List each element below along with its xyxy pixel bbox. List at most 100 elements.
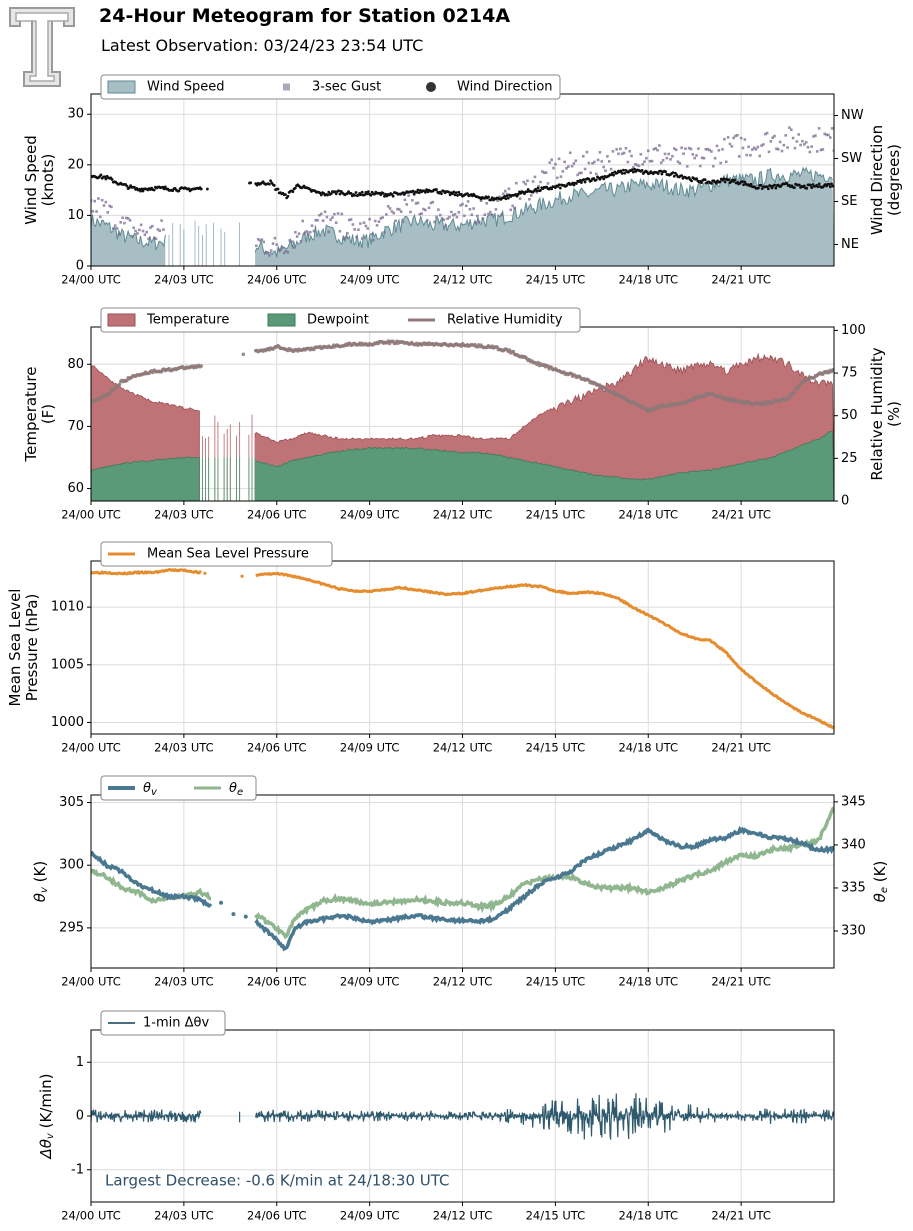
- gust-marker: [711, 164, 715, 168]
- gust-marker: [652, 147, 656, 151]
- gust-marker: [596, 158, 600, 162]
- gust-marker: [359, 222, 362, 225]
- x-tick-label: 24/21 UTC: [711, 273, 771, 287]
- gust-marker: [719, 161, 722, 165]
- wind-speed-line: [254, 166, 833, 258]
- wind-direction-marker: [774, 186, 778, 190]
- gust-marker: [362, 221, 366, 225]
- gust-marker: [260, 238, 264, 241]
- gust-marker: [828, 136, 832, 139]
- wind-direction-marker: [610, 171, 614, 175]
- gust-marker: [760, 144, 763, 147]
- gust-marker: [765, 131, 769, 135]
- gust-marker: [269, 249, 273, 252]
- x-tick-label: 24/18 UTC: [618, 975, 678, 989]
- gust-marker: [799, 143, 802, 147]
- gust-marker: [580, 171, 583, 175]
- wind-direction-marker: [453, 193, 457, 197]
- x-tick-label: 24/12 UTC: [433, 273, 493, 287]
- gust-marker: [743, 138, 747, 141]
- gust-marker: [496, 199, 500, 203]
- gust-marker: [290, 240, 293, 244]
- y2-tick-label: 330: [841, 923, 866, 938]
- gust-marker: [346, 231, 349, 235]
- gust-marker: [823, 132, 827, 136]
- gust-marker: [626, 160, 630, 164]
- wind-direction-marker: [272, 184, 276, 187]
- legend-swatch: [107, 313, 136, 327]
- wind-direction-marker: [687, 176, 691, 179]
- gust-marker: [715, 144, 719, 148]
- gust-marker: [420, 212, 423, 215]
- wind-direction-marker: [187, 187, 191, 191]
- gust-marker: [789, 128, 793, 132]
- gust-marker: [375, 224, 379, 227]
- wind-direction-marker: [757, 186, 760, 190]
- gust-marker: [513, 206, 516, 210]
- gust-marker: [741, 146, 745, 150]
- gust-marker: [671, 154, 674, 158]
- wind-direction-marker: [334, 192, 338, 196]
- gust-marker: [635, 163, 639, 167]
- gust-marker: [775, 147, 778, 151]
- gust-marker: [550, 158, 553, 162]
- wind-direction-marker: [620, 172, 624, 175]
- gust-marker: [258, 239, 262, 242]
- gust-marker: [448, 215, 451, 219]
- wind-direction-marker: [703, 178, 707, 182]
- gust-marker: [435, 215, 438, 219]
- wind-direction-marker: [141, 189, 145, 193]
- gust-marker: [111, 227, 115, 230]
- gust-marker: [632, 166, 635, 169]
- gust-marker: [455, 215, 459, 219]
- gust-marker: [509, 208, 513, 212]
- gust-marker: [771, 136, 775, 140]
- wind-direction-marker: [602, 177, 606, 181]
- gust-marker: [266, 251, 269, 254]
- gust-marker: [474, 221, 477, 224]
- theta-v-line: [91, 825, 834, 952]
- gust-marker: [312, 229, 316, 233]
- gust-marker: [732, 136, 735, 140]
- wind-direction-marker: [656, 172, 660, 176]
- gust-marker: [264, 251, 267, 255]
- page-subtitle: Latest Observation: 03/24/23 23:54 UTC: [101, 36, 424, 55]
- gust-marker: [440, 217, 444, 220]
- gust-marker: [416, 201, 420, 205]
- gust-marker: [762, 143, 765, 146]
- gust-marker: [442, 218, 446, 222]
- gust-marker: [143, 233, 147, 237]
- gust-marker: [641, 163, 644, 166]
- wind-direction-marker: [516, 192, 520, 196]
- wind-direction-marker: [171, 189, 175, 193]
- gust-marker: [318, 213, 321, 217]
- x-tick-label: 24/03 UTC: [154, 508, 214, 522]
- gust-marker: [284, 249, 288, 253]
- gust-marker: [567, 165, 570, 168]
- legend-box: [100, 307, 581, 333]
- wind-direction-marker: [723, 180, 727, 184]
- theta-v-marker: [219, 900, 224, 905]
- wind-direction-marker: [680, 174, 684, 178]
- gust-marker: [619, 147, 622, 151]
- gust-marker: [578, 171, 581, 175]
- wind-direction-marker: [359, 193, 363, 197]
- gust-marker: [351, 223, 355, 226]
- gust-marker: [721, 148, 724, 151]
- gust-marker: [555, 176, 559, 180]
- y-tick-label: 30: [67, 107, 84, 122]
- gust-marker: [136, 232, 139, 235]
- gust-marker: [782, 143, 786, 147]
- gust-marker: [505, 192, 509, 196]
- gust-marker: [323, 210, 327, 214]
- wind-direction-marker: [454, 191, 458, 194]
- gust-marker: [511, 204, 514, 208]
- legend-swatch: [283, 83, 290, 91]
- gust-marker: [366, 227, 370, 230]
- y2-axis-label: Relative Humidity (%): [868, 347, 903, 480]
- wind-direction-marker: [103, 175, 107, 179]
- wind-direction-marker: [360, 190, 364, 194]
- gust-marker: [515, 181, 518, 185]
- wind-direction-marker: [415, 190, 419, 194]
- wind-direction-marker: [525, 190, 529, 194]
